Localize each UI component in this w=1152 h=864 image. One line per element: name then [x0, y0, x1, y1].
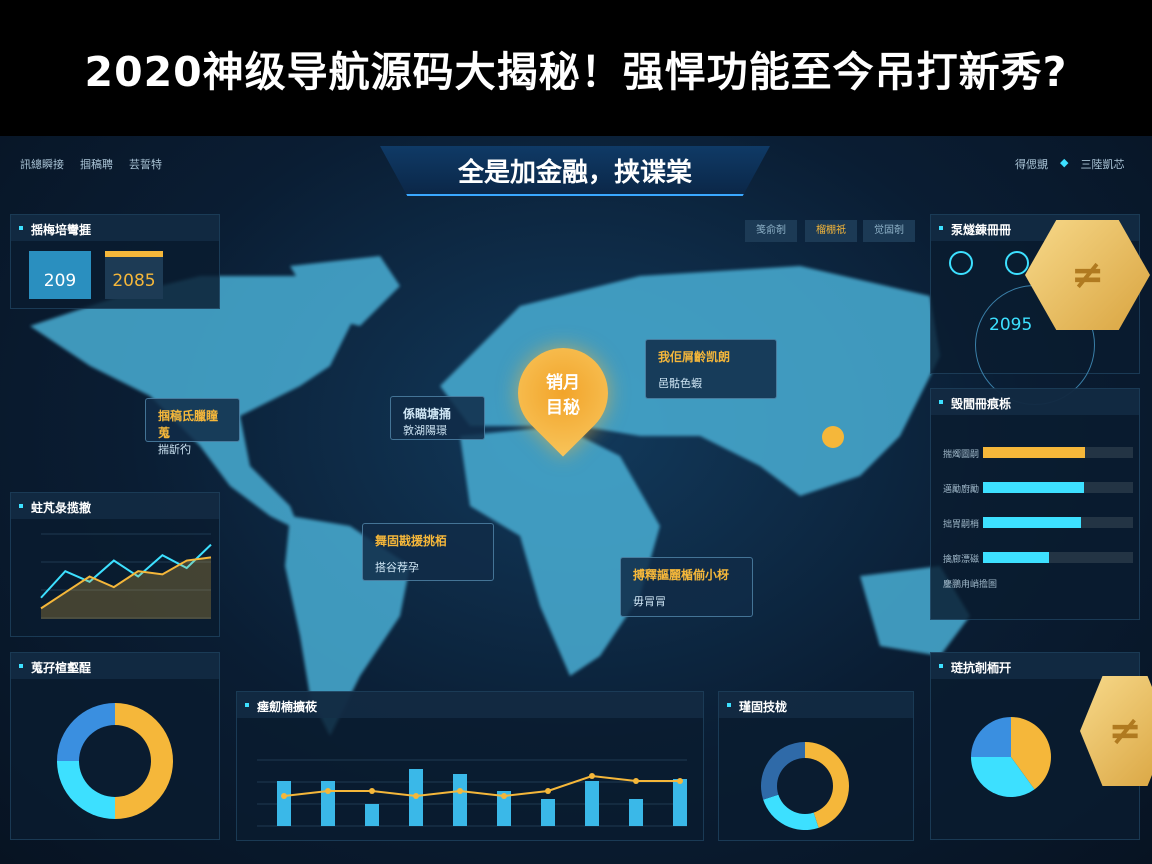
shield-icon: ◆ — [1060, 156, 1069, 169]
bar-label: 擒廊漂磁 — [943, 555, 980, 565]
refresh-icon[interactable] — [1005, 251, 1029, 275]
map-filter-button[interactable]: 笺俞剞 — [745, 220, 797, 242]
bar — [629, 799, 643, 826]
stats-panel: 揺梅培彎捱 209 2085 — [10, 214, 220, 309]
bar — [453, 774, 467, 826]
trend-point — [633, 778, 639, 784]
pie-chart — [971, 717, 1051, 797]
progress-bar — [983, 482, 1133, 493]
bar — [673, 779, 687, 826]
progress-fill — [983, 447, 1085, 458]
greenland — [290, 256, 400, 326]
panel-title: 瑾固技栊 — [719, 692, 913, 718]
progress-bar — [983, 447, 1133, 458]
area-fill — [41, 557, 211, 619]
header-item[interactable]: 三陸凱芯 — [1080, 158, 1125, 171]
header-item[interactable]: 得偲覬 — [1015, 158, 1048, 171]
card-title: 搏釋謳麗楯偂小枒 — [633, 568, 730, 582]
trend-point — [413, 793, 419, 799]
panel-title: 瘗劎楠擴莜 — [237, 692, 703, 718]
stat-card: 2085 — [105, 251, 163, 299]
bar — [541, 799, 555, 826]
card-value: 毋冐冐 — [633, 595, 666, 608]
map-filter-button[interactable]: 榴棚祇 — [805, 220, 857, 242]
gauge-value: 2095 — [989, 315, 1033, 335]
dashboard: 訊總瞬接 掴稿聘 芸誓特 得偲覬 ◆ 三陸凱芯 全是加金融，挟谍棠 笺俞剞 榴棚… — [0, 136, 1152, 864]
trend-point — [589, 773, 595, 779]
series-line — [40, 556, 212, 610]
map-info-card[interactable]: 係瞄塘捅 敦湖陽璟 — [390, 396, 485, 440]
map-filter-button[interactable]: 觉固剞 — [863, 220, 915, 242]
line-chart — [40, 533, 212, 619]
card-value: 邑骷色蝦 — [658, 377, 702, 390]
trend-point — [545, 788, 551, 794]
card-title: 係瞄塘捅 — [403, 407, 452, 421]
donut-panel: 蒐孖楦壑酲 — [10, 652, 220, 840]
header-tab[interactable]: 芸誓特 — [129, 158, 162, 171]
card-title: 掴稿氐臘瞳蒐 — [158, 409, 219, 440]
donut-chart — [57, 703, 173, 819]
bar-label: 揣燭圖嗣 — [943, 450, 980, 460]
panel-title: 蒐孖楦壑酲 — [11, 653, 219, 679]
bar-chart-panel: 瘗劎楠擴莜 — [236, 691, 704, 841]
card-title: 我佢屑齡凯朗 — [658, 350, 731, 364]
africa — [460, 426, 660, 676]
map-info-card[interactable]: 搏釋謳麗楯偂小枒 毋冐冐 — [620, 557, 753, 617]
bar — [277, 781, 291, 826]
bar — [365, 804, 379, 826]
trend-point — [369, 788, 375, 794]
trend-point — [677, 778, 683, 784]
card-value: 揣龂彴 — [158, 443, 191, 456]
map-info-card[interactable]: 我佢屑齡凯朗 邑骷色蝦 — [645, 339, 777, 399]
progress-bar — [983, 517, 1133, 528]
header-right: 得偲覬 ◆ 三陸凱芯 — [1015, 156, 1124, 172]
progress-fill — [983, 552, 1049, 563]
location-dot[interactable] — [822, 426, 844, 448]
panel-title: 毁閭冊痕栎 — [931, 389, 1139, 415]
panel-footer: 鏖鵬甪峭擔圄 — [943, 580, 998, 590]
trend-line — [283, 774, 680, 798]
series-line — [40, 543, 212, 599]
card-value: 搭谷荐孕 — [375, 561, 419, 574]
header-tab[interactable]: 掴稿聘 — [80, 158, 113, 171]
trend-point — [457, 788, 463, 794]
map-info-card[interactable]: 舞固戡援挑栢 搭谷荐孕 — [362, 523, 494, 581]
line-chart-panel: 蛀芃彔揽撤 — [10, 492, 220, 637]
card-title: 舞固戡援挑栢 — [375, 534, 448, 548]
panel-title: 蛀芃彔揽撤 — [11, 493, 219, 519]
progress-panel: 毁閭冊痕栎 揣燭圖嗣邁勵廚勵拙胃嗣梢擒廊漂磁 鏖鵬甪峭擔圄 — [930, 388, 1140, 620]
map-info-card[interactable]: 掴稿氐臘瞳蒐 揣龂彴 — [145, 398, 240, 456]
pie-slice — [971, 757, 1035, 797]
donut-hole — [79, 725, 151, 797]
headline: 2020神级导航源码大揭秘！强悍功能至今吊打新秀? — [0, 0, 1152, 136]
progress-bar — [983, 552, 1133, 563]
panel-title: 琏抗剞栭幵 — [931, 653, 1139, 679]
bar-label: 邁勵廚勵 — [943, 485, 980, 495]
pin-label: 销月 目秘 — [546, 373, 580, 418]
progress-fill — [983, 517, 1081, 528]
header-tabs: 訊總瞬接 掴稿聘 芸誓特 — [20, 156, 162, 172]
trend-point — [325, 788, 331, 794]
card-value: 敦湖陽璟 — [403, 424, 447, 437]
bar — [497, 791, 511, 826]
pie-slice — [971, 717, 1011, 757]
bar-chart — [257, 759, 687, 827]
donut-panel-2: 瑾固技栊 — [718, 691, 914, 841]
coin-icon: ≠ — [1025, 220, 1150, 330]
dashboard-title: 全是加金融，挟谍棠 — [380, 146, 770, 196]
panel-title: 揺梅培彎捱 — [11, 215, 219, 241]
donut-hole — [777, 758, 833, 814]
progress-fill — [983, 482, 1084, 493]
header-tab[interactable]: 訊總瞬接 — [20, 158, 64, 171]
trend-point — [501, 793, 507, 799]
pie-slice — [1011, 717, 1051, 790]
stat-card: 209 — [29, 251, 91, 299]
donut-chart — [761, 742, 849, 830]
shield-icon[interactable] — [949, 251, 973, 275]
bar — [321, 781, 335, 826]
bar-label: 拙胃嗣梢 — [943, 520, 980, 530]
trend-point — [281, 793, 287, 799]
bar — [585, 781, 599, 826]
